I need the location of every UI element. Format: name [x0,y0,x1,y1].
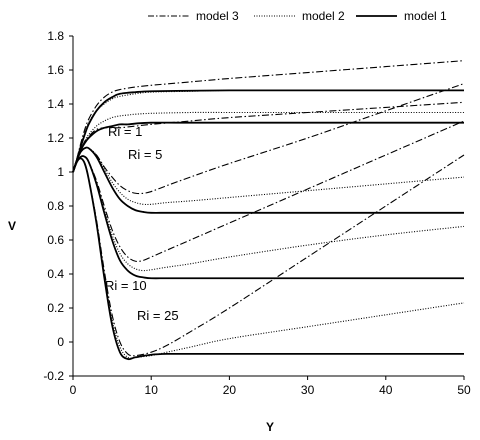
x-tick-label: 20 [223,383,237,397]
y-tick-label: -0.2 [43,369,64,383]
series-line-model-1 [72,89,464,173]
series-line-model-1 [72,121,464,173]
series-group [72,60,465,361]
x-axis-label: Y [266,420,274,434]
y-tick-label: 0.8 [47,199,64,213]
y-tick-label: 0 [57,335,64,349]
y-tick-label: 1.8 [47,29,64,43]
y-axis-label: V [8,219,16,233]
x-tick-label: 50 [457,383,471,397]
x-tick-label: 40 [379,383,393,397]
legend-item-model-1: model 1 [356,9,447,23]
series-line-model-1 [72,157,464,361]
series-line-model-2 [72,147,465,206]
y-tick-label: 0.2 [47,301,64,315]
annotations: Ri = 1 Ri = 5 Ri = 10 Ri = 25 [105,124,179,323]
y-tick-label: 1.6 [47,63,64,77]
annotation-ri-5: Ri = 5 [128,147,162,162]
legend-label-model-1: model 1 [404,9,447,23]
legend-item-model-3: model 3 [148,9,239,23]
y-tick-label: 1 [57,165,64,179]
legend: model 3 model 2 model 1 [148,9,447,23]
annotation-ri-10: Ri = 10 [105,278,147,293]
series-line-model-2 [72,89,464,173]
series-line-model-1 [72,155,464,280]
series-line-model-3 [72,60,465,173]
y-ticks: -0.2 0 0.2 0.4 0.6 0.8 1 1.2 1.4 1.6 1.8 [43,29,73,383]
series-line-model-3 [72,154,465,357]
y-tick-label: 1.4 [47,97,64,111]
legend-label-model-2: model 2 [302,9,345,23]
series-line-model-3 [72,120,465,263]
x-tick-label: 0 [70,383,77,397]
annotation-ri-25: Ri = 25 [137,308,179,323]
series-line-model-2 [72,111,464,173]
annotation-ri-1: Ri = 1 [108,124,142,139]
legend-label-model-3: model 3 [196,9,239,23]
x-tick-label: 30 [301,383,315,397]
series-line-model-2 [72,157,465,359]
x-ticks: 0 10 20 30 40 50 [70,376,471,397]
y-tick-label: 0.6 [47,233,64,247]
x-tick-label: 10 [145,383,159,397]
y-tick-label: 0.4 [47,267,64,281]
legend-item-model-2: model 2 [254,9,345,23]
series-line-model-1 [72,146,464,214]
y-tick-label: 1.2 [47,131,64,145]
